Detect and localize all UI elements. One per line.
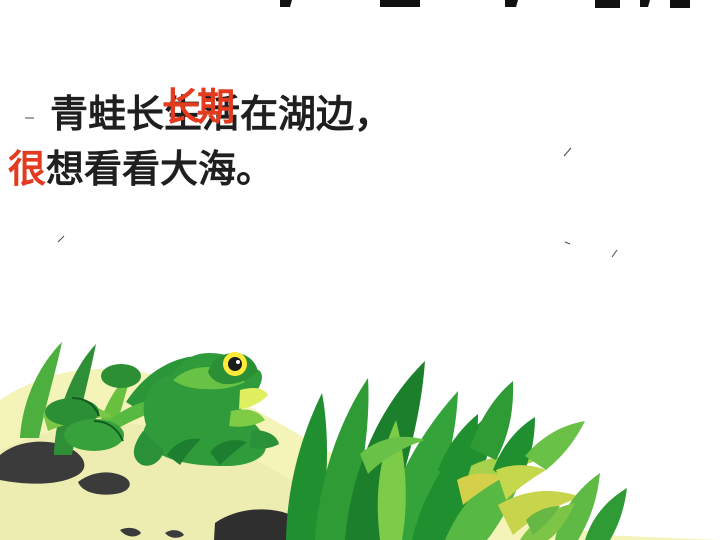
top-strokes [280, 0, 690, 8]
line2-lead-word: 很 [8, 147, 47, 191]
right-plants-icon [286, 361, 627, 540]
sentence-line-2: 很想看看大海。 [8, 150, 274, 188]
line1-rest: 生活在湖边， [164, 92, 393, 136]
line1-start: 青蛙长 [50, 92, 165, 136]
scribble-marks [25, 117, 618, 258]
highlight-overlay: 长期 [162, 85, 235, 129]
rocks-icon [0, 441, 310, 540]
sentence-line-1: 青蛙长生活在湖边， [50, 95, 392, 133]
line2-rest: 想看看大海。 [46, 147, 275, 191]
frog-icon [133, 352, 279, 466]
